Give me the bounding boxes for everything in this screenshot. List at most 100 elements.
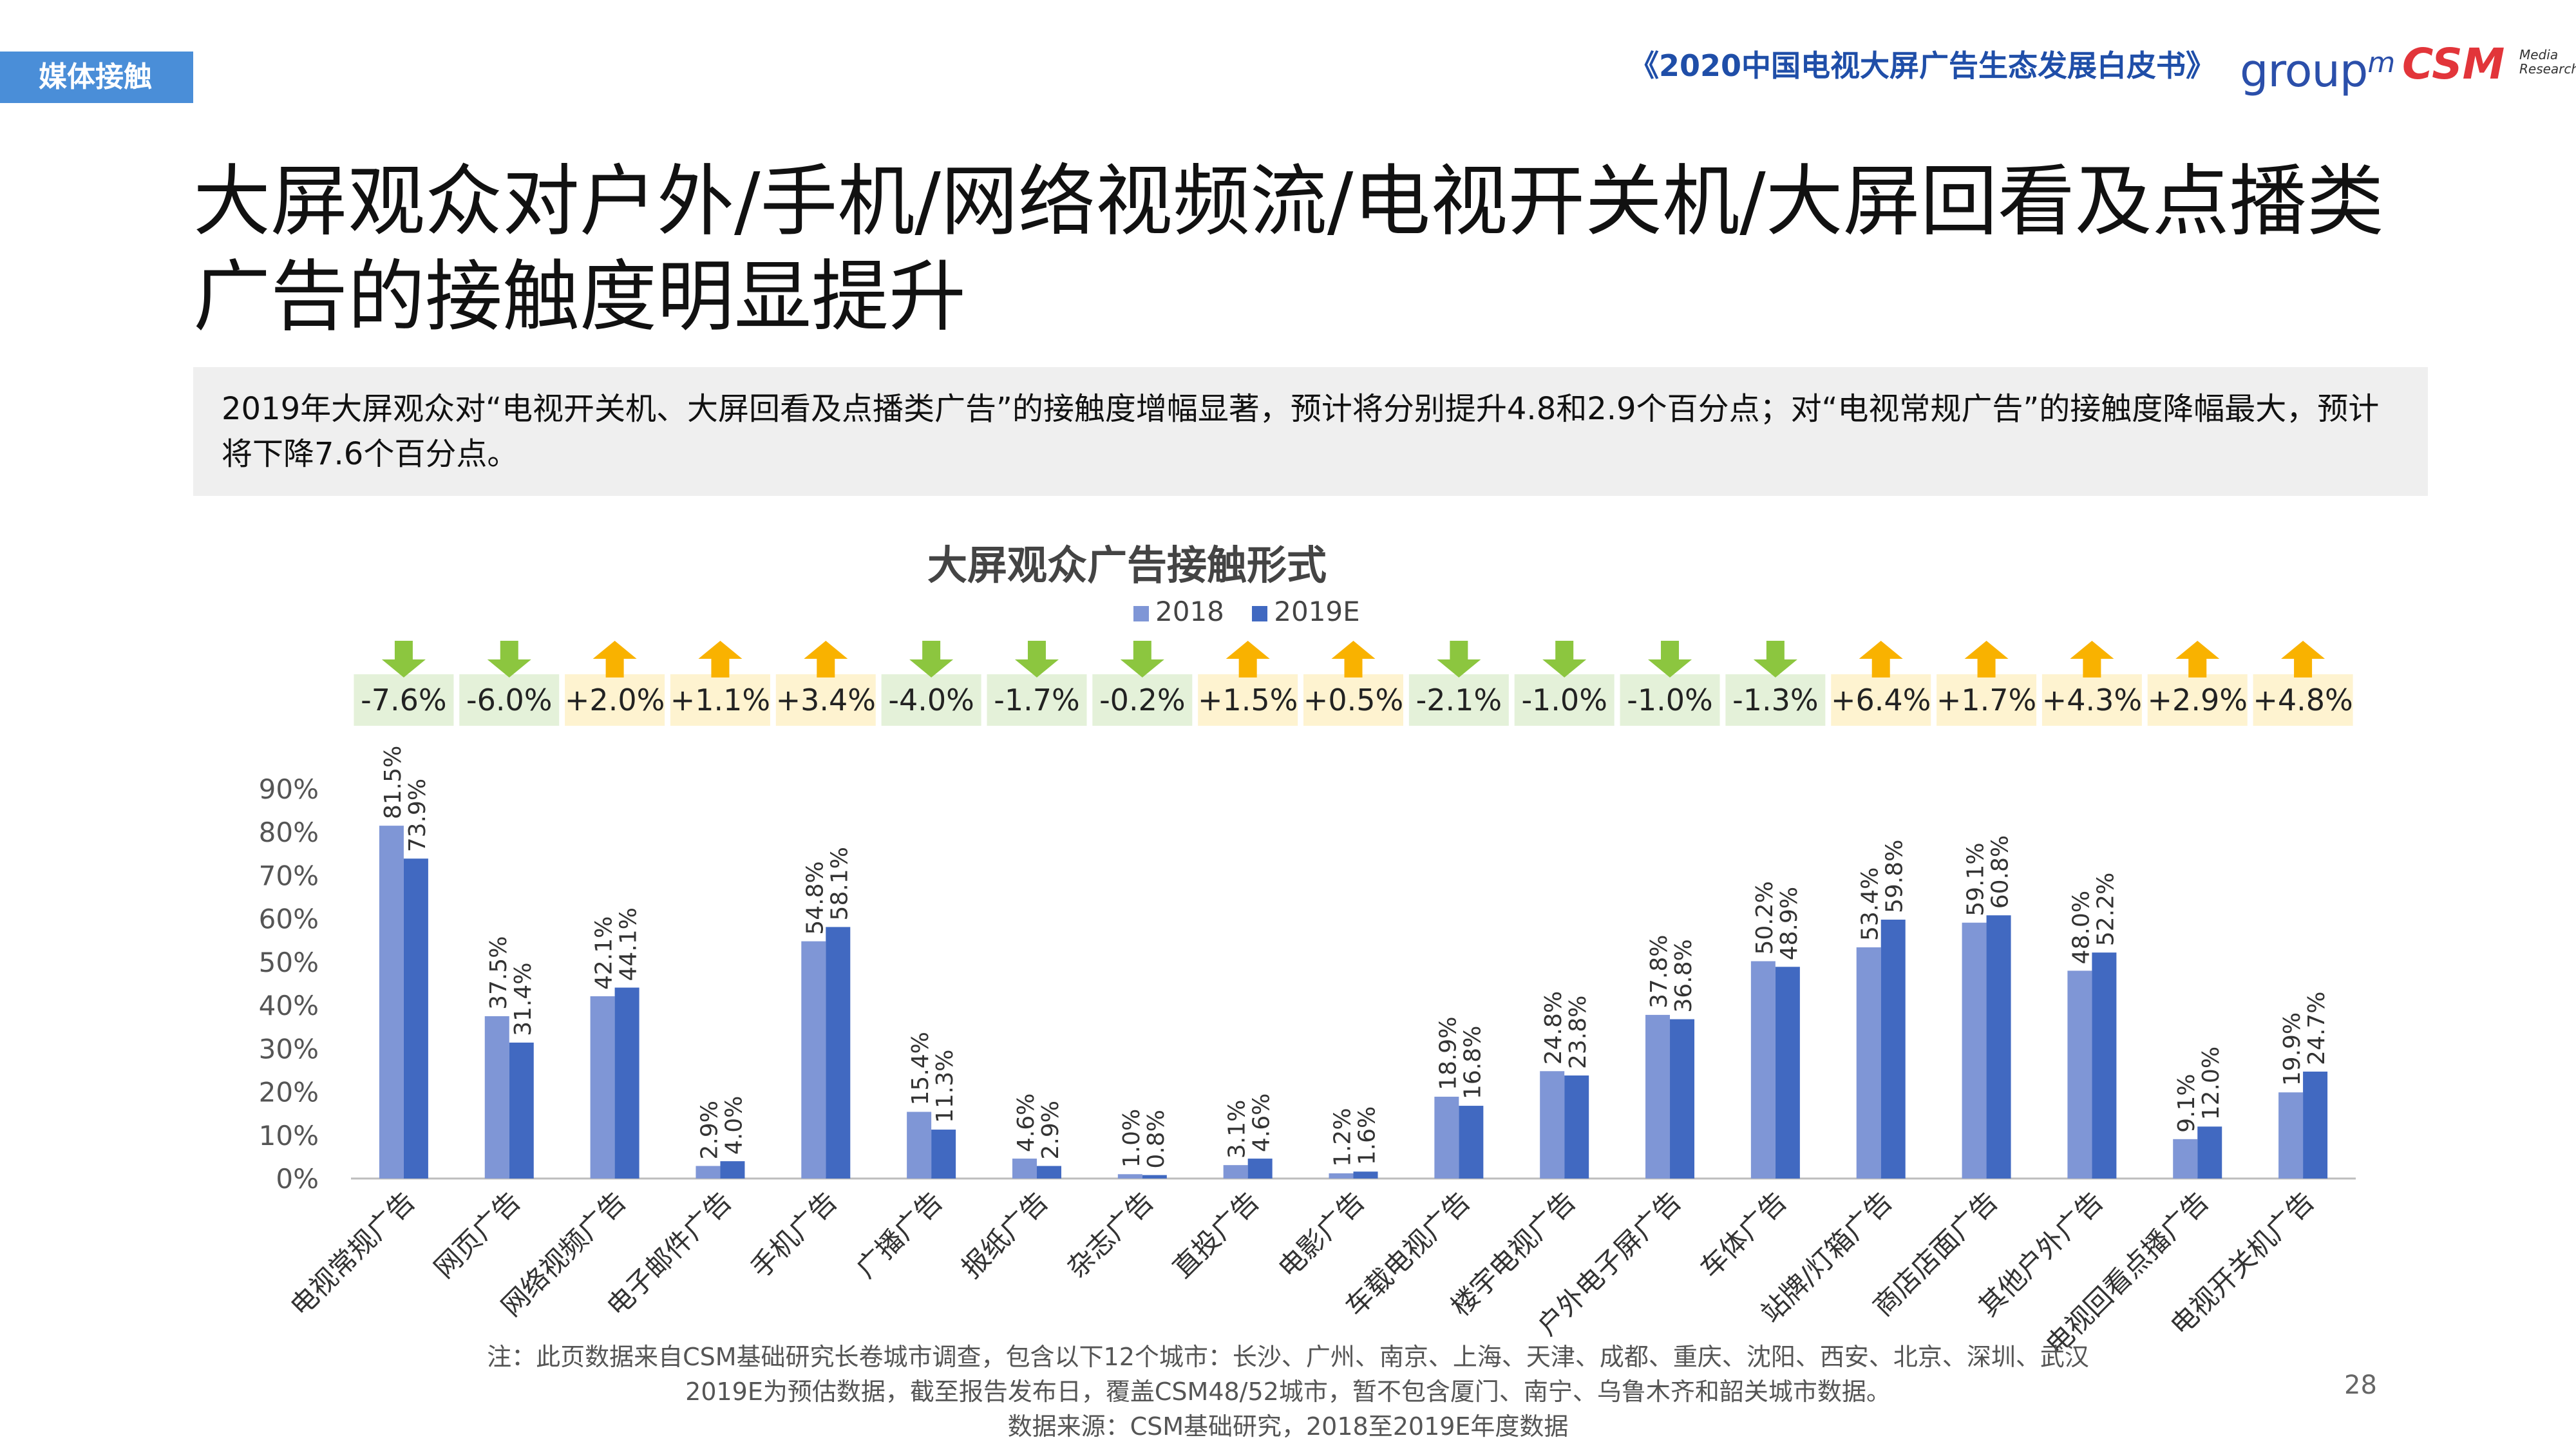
change-label: -4.0% — [888, 683, 974, 717]
data-label: 54.8% — [802, 861, 828, 934]
bar-2019e — [1880, 920, 1906, 1179]
arrow-down-icon — [909, 641, 954, 677]
change-box — [2147, 674, 2248, 726]
section-tag: 媒体接触 — [0, 52, 193, 103]
data-label: 18.9% — [1435, 1017, 1461, 1090]
chart-title: 大屏观众广告接触形式 — [927, 542, 1327, 589]
data-label: 24.8% — [1540, 991, 1567, 1065]
data-label: 53.4% — [1857, 867, 1884, 941]
y-tick-label: 40% — [259, 990, 319, 1021]
csm-logo-subtitle: Media Research — [2519, 47, 2576, 77]
report-title: 《2020中国电视大屏广告生态发展白皮书》 — [1629, 48, 2215, 83]
change-box — [1937, 674, 2037, 726]
bar-2019e — [1247, 1159, 1273, 1179]
change-box — [987, 674, 1087, 726]
change-box — [1303, 674, 1403, 726]
x-tick-label: 直投广告 — [1166, 1185, 1265, 1283]
data-label: 24.7% — [2304, 992, 2330, 1065]
data-label: 36.8% — [1671, 939, 1697, 1012]
bar-2019e — [1459, 1106, 1484, 1179]
data-label: 3.1% — [1224, 1100, 1251, 1159]
legend-item-2019e: 2019E — [1252, 592, 1360, 631]
change-box — [881, 674, 981, 726]
data-label: 48.0% — [2068, 891, 2094, 964]
bar-2018 — [1645, 1014, 1671, 1179]
footnote-line-1: 注：此页数据来自CSM基础研究长卷城市调查，包含以下12个城市：长沙、广州、南京… — [487, 1343, 2089, 1371]
change-label: +1.1% — [670, 683, 770, 717]
bar-2019e — [826, 927, 851, 1179]
arrow-down-icon — [1648, 641, 1692, 677]
y-tick-label: 20% — [259, 1077, 319, 1108]
bar-2019e — [1670, 1019, 1695, 1179]
arrow-up-icon — [1226, 641, 1270, 677]
bar-2018 — [1117, 1174, 1142, 1179]
bar-2018 — [2067, 971, 2092, 1179]
data-label: 4.6% — [1249, 1094, 1275, 1152]
x-tick-label: 电视常规广告 — [284, 1185, 421, 1322]
arrow-up-icon — [804, 641, 848, 677]
data-label: 31.4% — [510, 963, 536, 1036]
bar-2018 — [1750, 961, 1776, 1179]
arrow-up-icon — [2175, 641, 2220, 677]
y-tick-label: 0% — [276, 1163, 319, 1195]
change-label: +6.4% — [1831, 683, 1931, 717]
y-tick-label: 30% — [259, 1033, 319, 1065]
data-label: 0.8% — [1143, 1110, 1170, 1168]
arrow-up-icon — [698, 641, 743, 677]
data-label: 48.9% — [1776, 887, 1803, 960]
bar-2018 — [1012, 1159, 1037, 1179]
legend-item-2018: 2018 — [1133, 592, 1224, 631]
bar-2018 — [379, 826, 404, 1179]
bar-2018 — [484, 1016, 509, 1179]
change-label: +3.4% — [776, 683, 876, 717]
change-box — [459, 674, 560, 726]
x-tick-label: 手机广告 — [744, 1185, 843, 1283]
change-box — [2253, 674, 2353, 726]
data-label: 52.2% — [2092, 873, 2119, 946]
change-label: +4.3% — [2042, 683, 2142, 717]
bar-2019e — [1353, 1171, 1378, 1179]
bar-2018 — [2173, 1139, 2198, 1179]
arrow-down-icon — [381, 641, 426, 677]
change-box — [1725, 674, 1826, 726]
change-box — [1198, 674, 1298, 726]
arrow-down-icon — [1014, 641, 1059, 677]
data-label: 1.2% — [1330, 1108, 1356, 1166]
data-label: 23.8% — [1565, 996, 1591, 1069]
change-box — [1408, 674, 1509, 726]
y-tick-label: 80% — [259, 817, 319, 848]
bar-2018 — [1434, 1096, 1459, 1179]
bar-2019e — [2197, 1126, 2222, 1179]
change-label: +0.5% — [1303, 683, 1403, 717]
bar-2018 — [2278, 1092, 2304, 1179]
arrow-up-icon — [1331, 641, 1376, 677]
data-label: 15.4% — [907, 1032, 934, 1105]
arrow-down-icon — [1753, 641, 1797, 677]
bar-2019e — [2303, 1071, 2328, 1179]
data-label: 11.3% — [932, 1050, 958, 1123]
page-headline: 大屏观众对户外/手机/网络视频流/电视开关机/大屏回看及点播类广告的接触度明显提… — [193, 157, 2384, 342]
data-label: 4.6% — [1013, 1094, 1039, 1152]
groupm-logo-sup: m — [2367, 46, 2395, 79]
groupm-logo: groupm — [2240, 37, 2395, 97]
bar-2019e — [1564, 1075, 1589, 1179]
data-label: 1.6% — [1354, 1106, 1381, 1165]
bar-2018 — [907, 1112, 932, 1179]
x-tick-label: 车体广告 — [1694, 1185, 1792, 1283]
y-tick-label: 70% — [259, 860, 319, 891]
data-label: 44.1% — [616, 907, 642, 981]
data-label: 42.1% — [591, 916, 618, 990]
x-tick-label: 杂志广告 — [1061, 1185, 1159, 1283]
legend-swatch-2019e — [1252, 605, 1268, 621]
change-label: -1.0% — [1627, 683, 1712, 717]
x-tick-label: 网页广告 — [428, 1185, 526, 1283]
arrow-up-icon — [2070, 641, 2114, 677]
change-label: +2.0% — [565, 683, 665, 717]
change-box — [670, 674, 770, 726]
legend-swatch-2018 — [1133, 605, 1149, 621]
legend-label-2018: 2018 — [1155, 596, 1224, 627]
legend-label-2019e: 2019E — [1274, 596, 1360, 627]
bar-2018 — [696, 1166, 721, 1179]
x-tick-label: 广播广告 — [850, 1185, 949, 1283]
